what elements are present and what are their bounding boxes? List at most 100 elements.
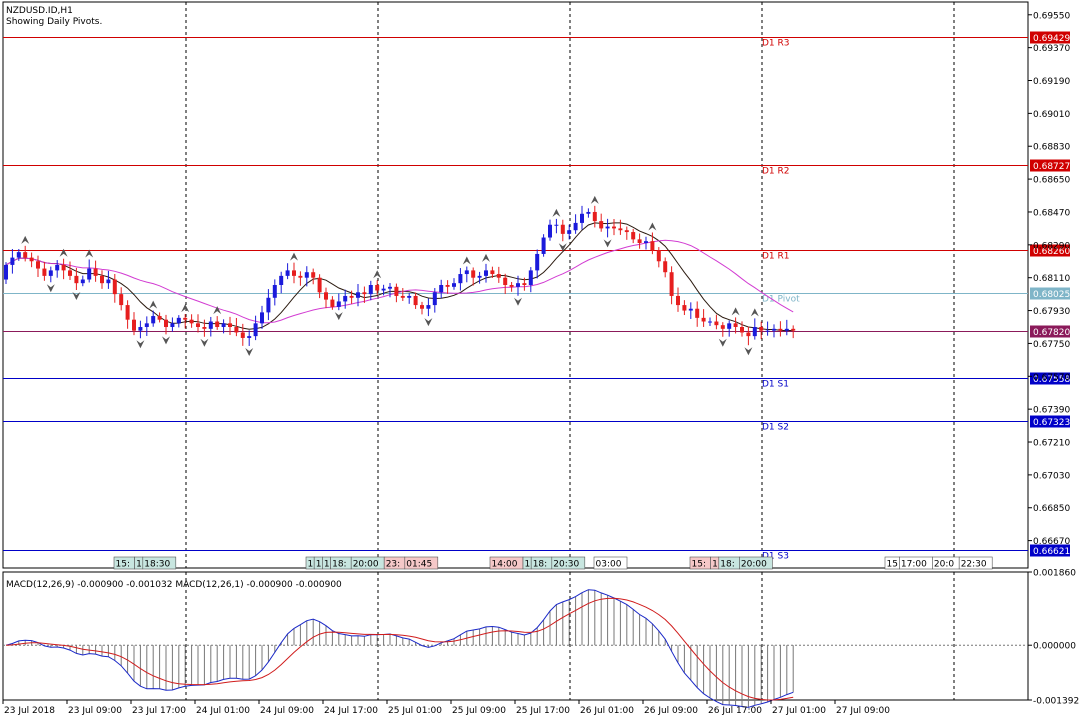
y-tick-label-16: 0.66670 — [1033, 537, 1070, 547]
event-label-5-0: 15 — [887, 560, 898, 570]
candle-body-75 — [484, 270, 488, 276]
x-tick-label-2: 23 Jul 17:00 — [132, 706, 186, 716]
candle-body-119 — [765, 330, 770, 332]
candle-body-118 — [759, 326, 764, 331]
candle-body-84 — [541, 237, 546, 254]
x-tick-label-11: 26 Jul 17:00 — [708, 706, 762, 716]
pivot-price-label-4: 0.67820 — [1033, 328, 1070, 338]
y-tick-label-15: 0.66850 — [1033, 504, 1070, 514]
fractal-up-28 — [181, 304, 190, 313]
candle-body-72 — [464, 270, 469, 275]
candle-body-54 — [349, 295, 354, 298]
candle-body-32 — [208, 321, 213, 329]
event-box-4-3 — [739, 556, 773, 570]
event-label-1-2: 1 — [324, 560, 330, 570]
candle-body-14 — [93, 268, 98, 276]
fractal-down-87 — [558, 243, 567, 252]
candle-body-18 — [119, 294, 124, 306]
y-tick-label-0: 0.69550 — [1033, 11, 1070, 21]
y-tick-label-11: 0.67570 — [1033, 373, 1070, 383]
candle-body-48 — [311, 272, 316, 278]
candle-body-27 — [176, 317, 181, 324]
candle-body-93 — [599, 221, 604, 229]
candle-body-89 — [573, 222, 578, 231]
candle-body-67 — [432, 292, 437, 306]
candle-body-46 — [298, 275, 303, 278]
pivot-price-label-6: 0.67323 — [1033, 418, 1070, 428]
candle-body-45 — [292, 270, 296, 276]
y-tick-label-9: 0.67930 — [1033, 307, 1070, 317]
fractal-down-21 — [136, 340, 145, 349]
fractal-up-86 — [552, 208, 561, 217]
candle-body-25 — [164, 319, 168, 327]
event-label-4-1: 1 — [712, 560, 718, 570]
candle-body-113 — [727, 323, 732, 329]
candle-body-23 — [151, 316, 156, 324]
candle-body-121 — [778, 328, 783, 331]
candle-body-36 — [234, 326, 239, 333]
fractal-down-52 — [334, 312, 343, 321]
candle-body-50 — [324, 292, 328, 300]
pivot-price-label-0: 0.69429 — [1033, 34, 1070, 44]
fractal-down-31 — [200, 338, 209, 347]
candle-body-70 — [452, 283, 456, 287]
candle-body-87 — [560, 224, 565, 234]
candle-body-109 — [701, 317, 706, 322]
x-tick-label-5: 24 Jul 17:00 — [324, 706, 378, 716]
candle-body-4 — [29, 257, 34, 262]
x-tick-label-13: 27 Jul 09:00 — [836, 706, 890, 716]
candle-body-49 — [317, 277, 322, 293]
candle-body-24 — [157, 316, 162, 320]
fractal-down-11 — [72, 292, 81, 301]
symbol-title: NZDUSD.ID,H1 — [6, 6, 73, 16]
candle-body-56 — [362, 292, 367, 295]
fractal-up-23 — [149, 300, 158, 309]
candle-body-122 — [784, 328, 789, 331]
event-label-2-1: 1 — [525, 560, 531, 570]
pivot-price-box-3 — [1030, 287, 1070, 300]
candle-body-86 — [554, 224, 559, 226]
x-tick-label-3: 24 Jul 01:00 — [196, 706, 250, 716]
macd-panel — [3, 589, 1028, 708]
event-label-2-2: 18: — [533, 560, 547, 570]
y-tick-label-6: 0.68470 — [1033, 208, 1070, 218]
candle-body-66 — [426, 305, 431, 309]
candle-body-108 — [695, 308, 700, 318]
candle-body-34 — [221, 323, 226, 327]
event-label-5-2: 20:0 — [934, 560, 954, 570]
candle-body-97 — [624, 230, 629, 233]
x-tick-label-7: 25 Jul 09:00 — [452, 706, 506, 716]
event-label-1-3: 18: — [332, 560, 346, 570]
y-tick-label-14: 0.67030 — [1033, 471, 1070, 481]
candle-body-77 — [496, 274, 501, 278]
candle-body-107 — [688, 308, 693, 311]
candle-body-33 — [215, 321, 220, 327]
candle-body-20 — [132, 319, 136, 331]
candle-body-42 — [272, 285, 277, 298]
x-tick-label-6: 25 Jul 01:00 — [388, 706, 442, 716]
event-label-4-0: 15: — [692, 560, 706, 570]
candle-body-19 — [125, 305, 130, 320]
pivot-price-box-1 — [1030, 159, 1070, 172]
event-label-2-0: 14:00 — [492, 560, 518, 570]
candle-body-1 — [10, 257, 15, 265]
ma-slow-line — [5, 239, 794, 324]
macd-tick-label-0: 0.001860 — [1033, 569, 1076, 579]
pivot-name-5: D1 S1 — [762, 380, 789, 390]
candle-body-28 — [183, 317, 188, 320]
candle-body-51 — [330, 299, 335, 307]
candle-body-110 — [708, 321, 712, 323]
candle-body-95 — [612, 226, 616, 229]
chart-subtitle: Showing Daily Pivots. — [6, 17, 102, 27]
event-label-0-1: 1 — [136, 560, 142, 570]
event-label-1-0: 1 — [308, 560, 314, 570]
candle-body-0 — [4, 264, 8, 280]
fractal-up-101 — [648, 222, 657, 231]
vertical-gridlines — [185, 2, 955, 700]
candle-body-79 — [509, 285, 514, 287]
candle-body-61 — [394, 286, 399, 296]
candle-body-114 — [733, 323, 738, 327]
event-label-3-0: 03:00 — [596, 560, 622, 570]
fractal-up-114 — [731, 307, 740, 316]
fractal-down-80 — [514, 297, 522, 306]
